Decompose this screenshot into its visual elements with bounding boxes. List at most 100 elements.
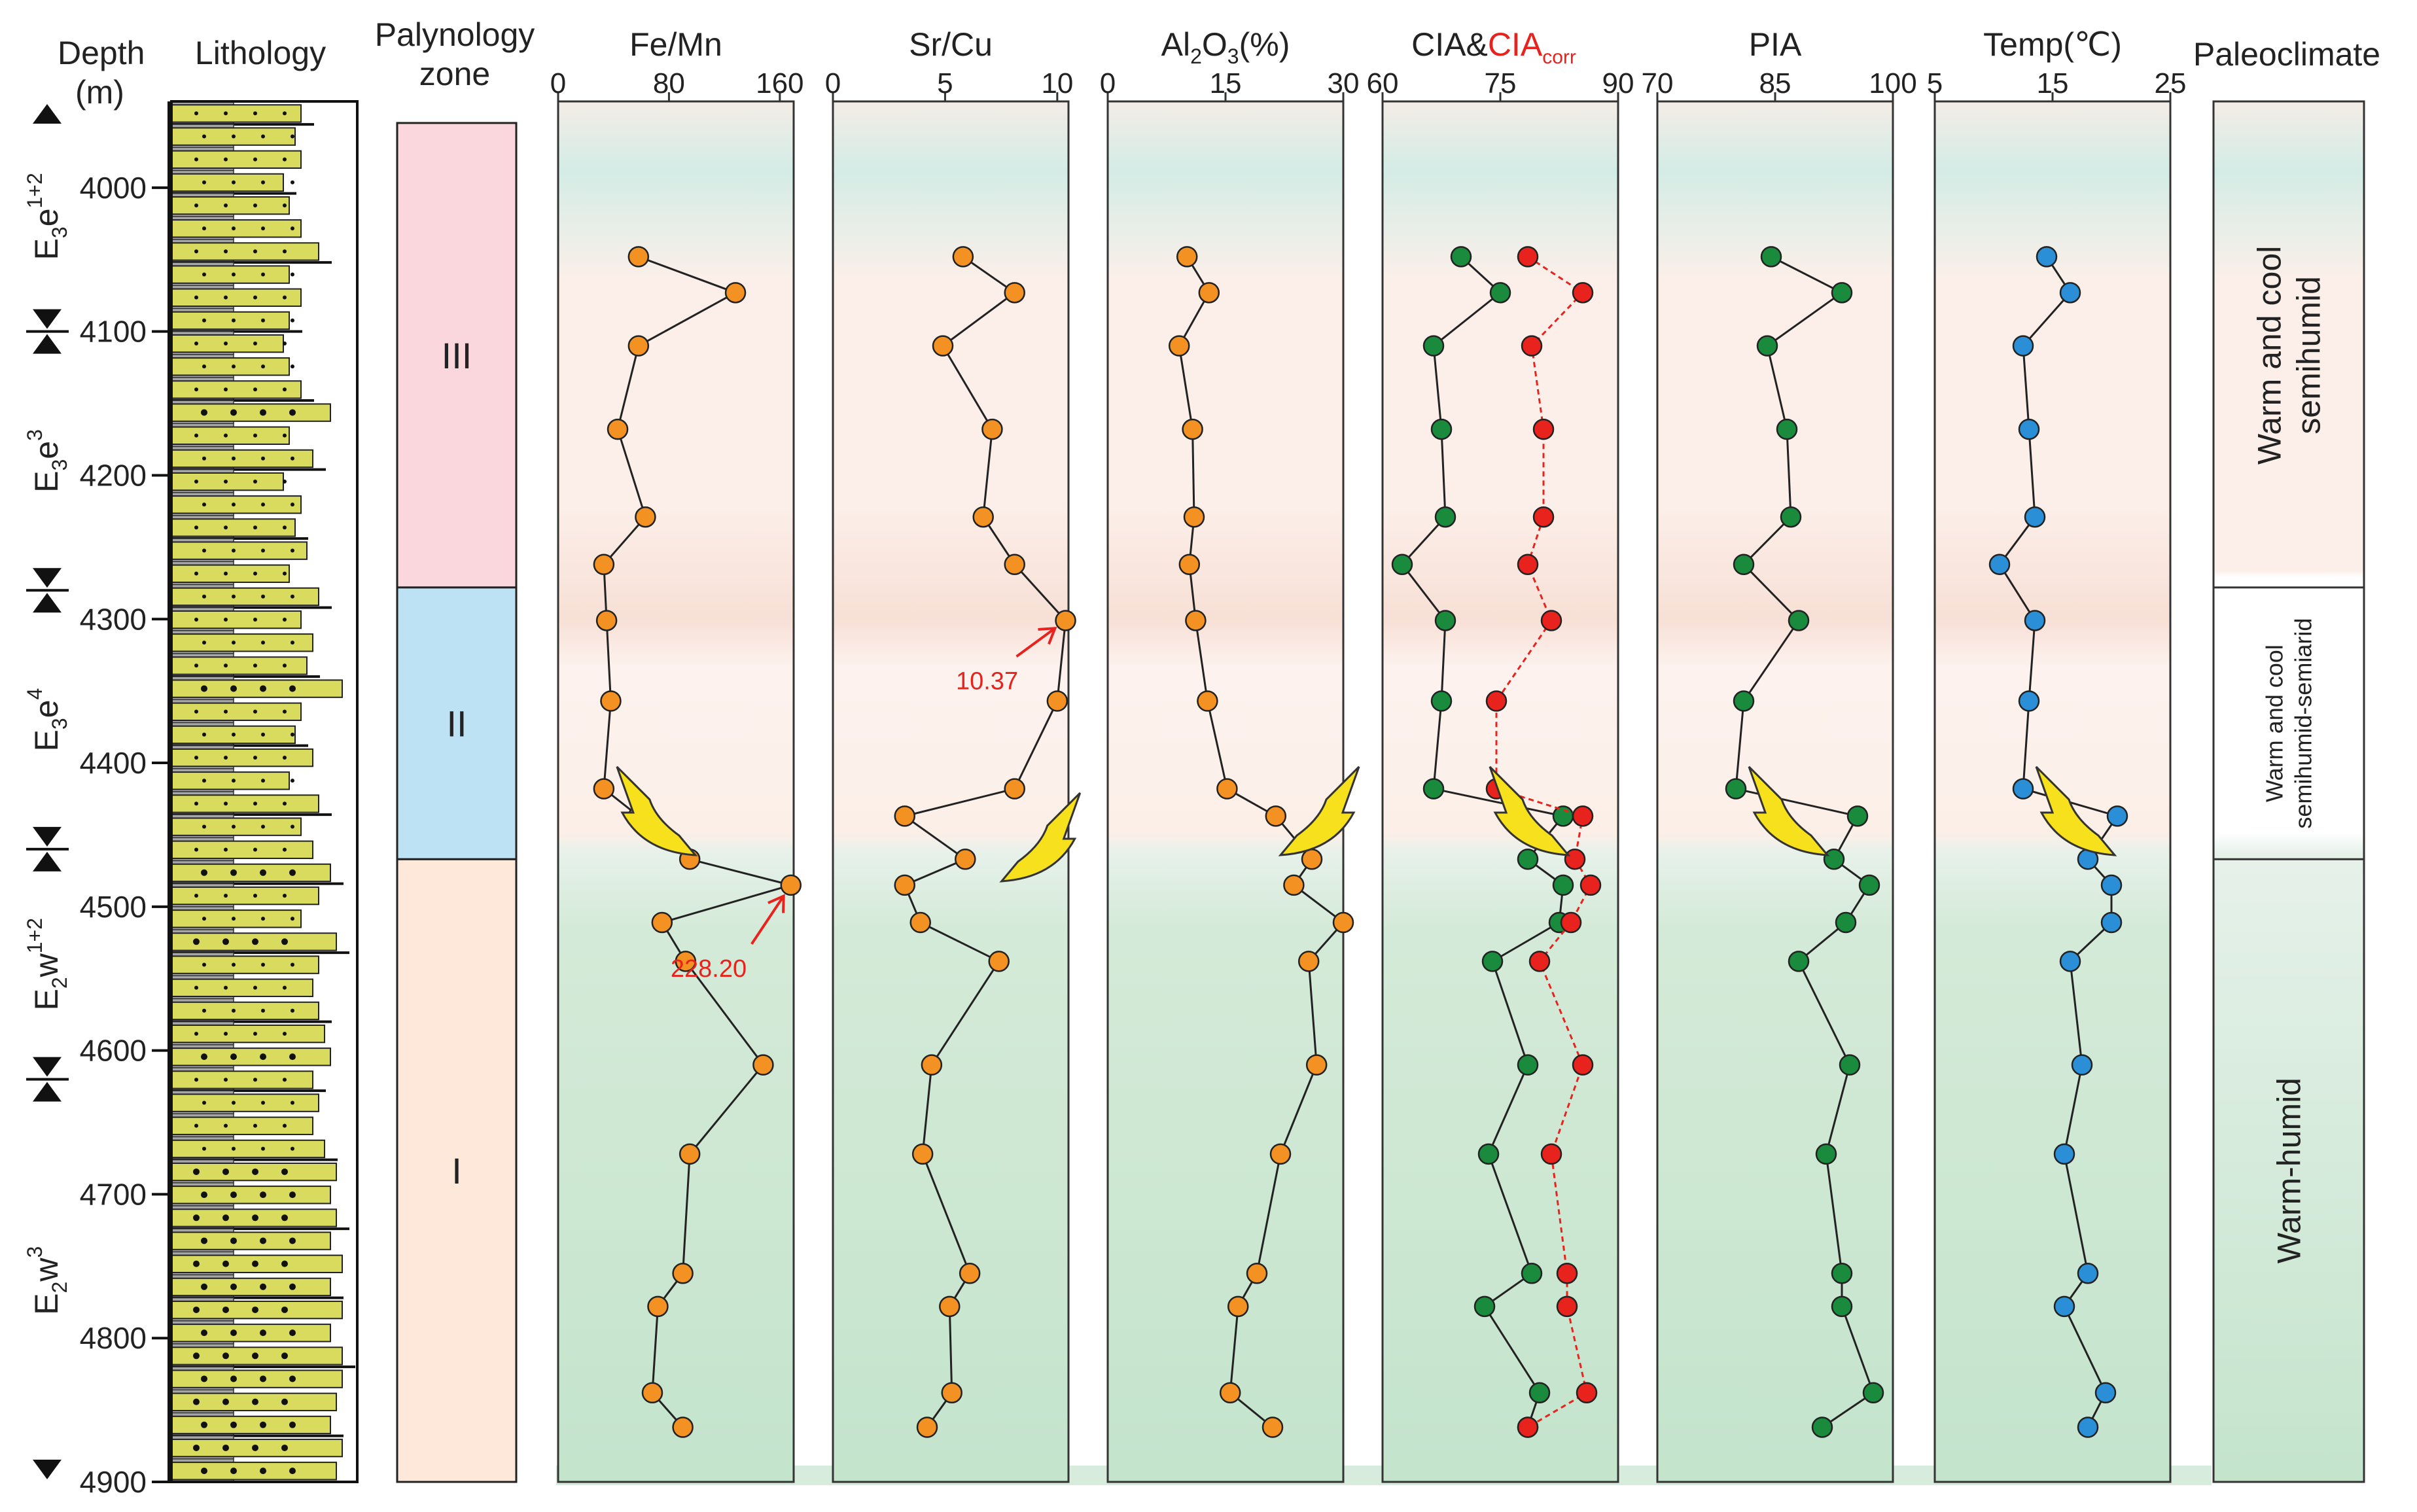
- data-point-Sr/Cu: [939, 1295, 961, 1318]
- lithology-sandstone: [171, 817, 302, 836]
- lithology-grain: [232, 502, 236, 507]
- data-point-Fe/Mn: [679, 1143, 701, 1165]
- lithology-grain: [224, 1031, 228, 1036]
- lithology-grain: [261, 226, 265, 231]
- lithology-grain: [261, 180, 265, 185]
- lithology-grain: [261, 1100, 265, 1105]
- data-point-CIAcorr: [1556, 1263, 1578, 1284]
- lithology-grain: [232, 594, 236, 599]
- annotation-label: 228.20: [671, 955, 747, 983]
- unit-tail: w: [28, 1257, 65, 1282]
- data-point-CIA: [1517, 1054, 1539, 1076]
- lithology-grain: [193, 1260, 200, 1267]
- lithology-grain: [232, 318, 236, 323]
- lithology-grain: [194, 203, 198, 207]
- lithology-sandstone: [171, 311, 290, 330]
- lithology-grain: [194, 709, 198, 714]
- unit-sup: 1+2: [23, 173, 46, 208]
- data-point-Sr/Cu: [941, 1382, 962, 1403]
- unit-arrow-down: [33, 568, 62, 588]
- lithology-grain: [253, 157, 257, 162]
- data-point-Temp: [2018, 418, 2040, 440]
- lithology-sandstone: [171, 1231, 331, 1250]
- data-point-Fe/Mn: [651, 911, 673, 934]
- data-point-PIA: [1823, 849, 1845, 870]
- climate-zone-label: Warm and cool semihumid-semiarid: [2261, 618, 2317, 829]
- lithology-grain: [283, 1031, 287, 1036]
- lithology-sandstone: [171, 1001, 319, 1021]
- lithology-grain: [289, 1329, 296, 1337]
- lithology-grain: [201, 1283, 207, 1290]
- lithology-grain: [283, 893, 287, 898]
- data-point-PIA: [1725, 778, 1747, 800]
- unit-base: E: [28, 471, 65, 493]
- lithology-sandstone: [171, 541, 308, 560]
- svg-text:E3e3: E3e3: [23, 429, 71, 493]
- lithology-grain: [194, 111, 198, 116]
- lithology-grain: [224, 525, 228, 530]
- data-point-Al2O3: [1185, 610, 1207, 631]
- panel-temp: Temp(℃) 5 15 25: [1927, 26, 2186, 1483]
- lithology-sandstone: [171, 265, 290, 284]
- lithology-title: Lithology: [195, 35, 326, 71]
- series-line-PIA: [1735, 256, 1875, 1428]
- lithology-grain: [202, 917, 206, 921]
- lithology-grain: [281, 1352, 288, 1360]
- data-point-Al2O3: [1216, 778, 1238, 800]
- x-tick-label: 5: [1927, 67, 1943, 99]
- data-point-Al2O3: [1269, 1143, 1292, 1165]
- series-line-Sr/Cu: [902, 256, 1067, 1428]
- data-point-Sr/Cu: [988, 951, 1010, 972]
- lithology-grain: [291, 180, 294, 185]
- lithology-grain: [283, 341, 287, 345]
- data-point-Al2O3: [1283, 874, 1305, 896]
- lithology-grain: [261, 641, 265, 645]
- lithology-grain: [224, 203, 228, 207]
- data-point-CIA: [1422, 778, 1445, 800]
- lithology-grain: [289, 1283, 296, 1290]
- lithology-grain: [230, 1053, 237, 1061]
- lithology-sandstone: [171, 242, 319, 261]
- lithology-grain: [283, 1078, 287, 1082]
- unit-arrow-down: [33, 309, 62, 329]
- lithology-grain: [261, 272, 265, 277]
- lithology-grain: [283, 295, 287, 300]
- lithology-sandstone: [171, 771, 290, 790]
- palynology-zone: [396, 122, 518, 589]
- data-point-Fe/Mn: [647, 1295, 669, 1318]
- lithology-grain: [283, 203, 287, 207]
- lithology-grain: [230, 1283, 237, 1290]
- lithology-grain: [289, 1421, 296, 1428]
- data-point-CIA: [1450, 246, 1472, 268]
- depth-tick-label: 4600: [80, 1034, 147, 1068]
- data-point-Temp: [2100, 911, 2123, 934]
- lithology-grain: [260, 1237, 266, 1244]
- lithology-grain: [230, 1237, 237, 1244]
- unit-tail: e: [28, 441, 65, 459]
- lithology-grain: [261, 318, 265, 323]
- data-point-Temp: [2024, 610, 2046, 631]
- annotation-label: 10.37: [956, 667, 1018, 695]
- lithology-grain: [194, 617, 198, 622]
- data-point-CIA: [1517, 849, 1539, 870]
- data-point-Temp: [2018, 690, 2040, 712]
- unit-tail: e: [28, 208, 65, 226]
- lithology-sandstone: [171, 288, 302, 307]
- climate-zone-text: Warm and cool: [2251, 246, 2288, 465]
- annotation-arrow: [1015, 627, 1056, 658]
- lithology-sandstone: [171, 702, 302, 721]
- lithology-grain: [253, 203, 257, 207]
- lithology-grain: [253, 801, 257, 806]
- lithology-grain: [194, 341, 198, 345]
- lithology-grain: [281, 938, 288, 945]
- data-point-Al2O3: [1246, 1263, 1268, 1284]
- strat-unit-label: E3e3: [23, 429, 71, 493]
- lithology-sandstone: [171, 426, 290, 445]
- data-point-PIA: [1831, 1263, 1853, 1284]
- lithology-sandstone: [171, 1462, 337, 1481]
- data-point-Sr/Cu: [952, 246, 974, 268]
- data-point-Al2O3: [1332, 911, 1354, 934]
- lithology-grain: [222, 1214, 229, 1222]
- lithology-grain: [291, 1100, 294, 1105]
